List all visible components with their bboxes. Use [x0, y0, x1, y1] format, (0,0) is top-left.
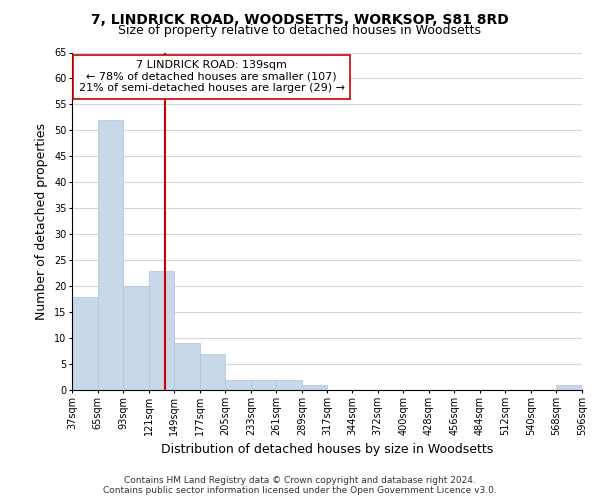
- Bar: [302, 385, 328, 390]
- Y-axis label: Number of detached properties: Number of detached properties: [35, 122, 49, 320]
- Bar: [98, 120, 123, 390]
- X-axis label: Distribution of detached houses by size in Woodsetts: Distribution of detached houses by size …: [161, 444, 493, 456]
- Bar: [277, 380, 302, 390]
- Bar: [149, 270, 174, 390]
- Bar: [251, 380, 277, 390]
- Text: Size of property relative to detached houses in Woodsetts: Size of property relative to detached ho…: [119, 24, 482, 37]
- Text: Contains HM Land Registry data © Crown copyright and database right 2024.
Contai: Contains HM Land Registry data © Crown c…: [103, 476, 497, 495]
- Bar: [174, 344, 200, 390]
- Bar: [72, 296, 98, 390]
- Bar: [123, 286, 149, 390]
- Bar: [200, 354, 225, 390]
- Text: 7, LINDRICK ROAD, WOODSETTS, WORKSOP, S81 8RD: 7, LINDRICK ROAD, WOODSETTS, WORKSOP, S8…: [91, 12, 509, 26]
- Bar: [225, 380, 251, 390]
- Text: 7 LINDRICK ROAD: 139sqm
← 78% of detached houses are smaller (107)
21% of semi-d: 7 LINDRICK ROAD: 139sqm ← 78% of detache…: [79, 60, 344, 94]
- Bar: [556, 385, 582, 390]
